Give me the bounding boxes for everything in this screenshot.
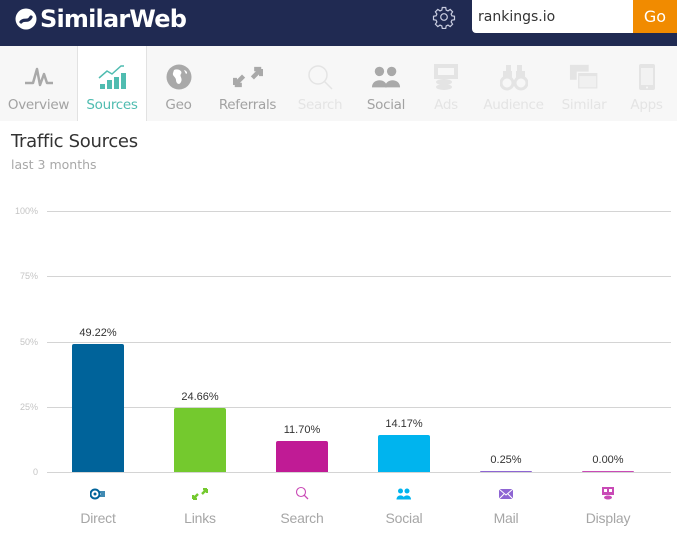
- tab-apps[interactable]: Apps: [616, 46, 677, 121]
- magnifier-icon: [305, 62, 335, 92]
- social-icon: [394, 487, 414, 501]
- direct-icon: [88, 487, 108, 501]
- phone-icon: [632, 62, 662, 92]
- tab-ads[interactable]: Ads: [417, 46, 475, 121]
- go-button[interactable]: Go: [633, 0, 677, 33]
- tab-label: Geo: [165, 97, 192, 113]
- section-nav: Overview Sources Geo Referrals Search: [0, 46, 677, 121]
- category-label-mail: Mail: [493, 510, 519, 526]
- tab-social[interactable]: Social: [355, 46, 417, 121]
- bar-social[interactable]: [378, 435, 430, 472]
- bar-value-label: 0.00%: [592, 453, 624, 466]
- brand-name: SimilarWeb: [40, 5, 187, 33]
- tab-geo[interactable]: Geo: [147, 46, 210, 121]
- tab-audience[interactable]: Audience: [475, 46, 552, 121]
- bar-display[interactable]: [582, 470, 634, 472]
- y-tick: 75%: [19, 271, 38, 281]
- tab-label: Social: [366, 97, 406, 113]
- bar-value-label: 0.25%: [490, 453, 522, 466]
- tab-label: Search: [297, 97, 343, 113]
- tab-label: Similar: [561, 97, 607, 113]
- trend-bars-icon: [97, 62, 127, 92]
- tab-label: Audience: [483, 97, 544, 113]
- bar-value-label: 24.66%: [181, 390, 219, 403]
- site-search-input[interactable]: [472, 0, 633, 33]
- binoculars-icon: [499, 62, 529, 92]
- category-label-links: Links: [184, 510, 216, 526]
- y-tick: 100%: [14, 206, 38, 216]
- links-icon: [190, 487, 210, 501]
- category-label-display: Display: [585, 510, 631, 526]
- bar-value-label: 11.70%: [283, 424, 321, 437]
- arrows-icon: [232, 62, 263, 92]
- tab-label: Sources: [86, 97, 138, 113]
- mail-icon: [496, 487, 516, 501]
- section-title: Traffic Sources: [11, 131, 138, 152]
- tab-label: Overview: [7, 97, 70, 113]
- tab-search[interactable]: Search: [285, 46, 355, 121]
- tab-referrals[interactable]: Referrals: [210, 46, 285, 121]
- windows-icon: [569, 62, 599, 92]
- gridline-25: [47, 407, 671, 408]
- pulse-icon: [24, 62, 54, 92]
- tab-label: Referrals: [218, 97, 277, 113]
- y-tick: 50%: [19, 337, 38, 347]
- tab-sources[interactable]: Sources: [77, 46, 147, 121]
- search-icon: [292, 486, 312, 500]
- bar-value-label: 14.17%: [385, 418, 423, 431]
- logo[interactable]: SimilarWeb: [15, 4, 187, 34]
- bar-direct[interactable]: [72, 343, 124, 472]
- tab-label: Apps: [630, 97, 663, 113]
- y-tick: 25%: [19, 402, 38, 412]
- tab-similar[interactable]: Similar: [552, 46, 616, 121]
- tab-overview[interactable]: Overview: [0, 46, 77, 121]
- ads-icon: [431, 62, 461, 92]
- bar-search[interactable]: [276, 441, 328, 472]
- globe-icon: [164, 62, 194, 92]
- section-subtitle: last 3 months: [11, 157, 97, 172]
- people-icon: [371, 62, 401, 92]
- tab-label: Ads: [434, 97, 458, 113]
- gridline-0: [47, 472, 671, 473]
- gridline-50: [47, 342, 671, 343]
- gridline-75: [47, 276, 671, 277]
- bar-value-label: 49.22%: [79, 326, 117, 339]
- gear-icon[interactable]: [432, 5, 456, 29]
- bar-mail[interactable]: [480, 470, 532, 472]
- y-tick: 0: [32, 467, 38, 477]
- similarweb-logo-icon: [15, 8, 37, 30]
- category-label-social: Social: [385, 510, 423, 526]
- display-icon: [598, 486, 618, 500]
- category-label-direct: Direct: [80, 510, 116, 526]
- category-label-search: Search: [280, 510, 324, 526]
- gridline-100: [47, 211, 671, 212]
- bar-links[interactable]: [174, 407, 226, 472]
- top-bar: SimilarWeb Go: [0, 0, 677, 46]
